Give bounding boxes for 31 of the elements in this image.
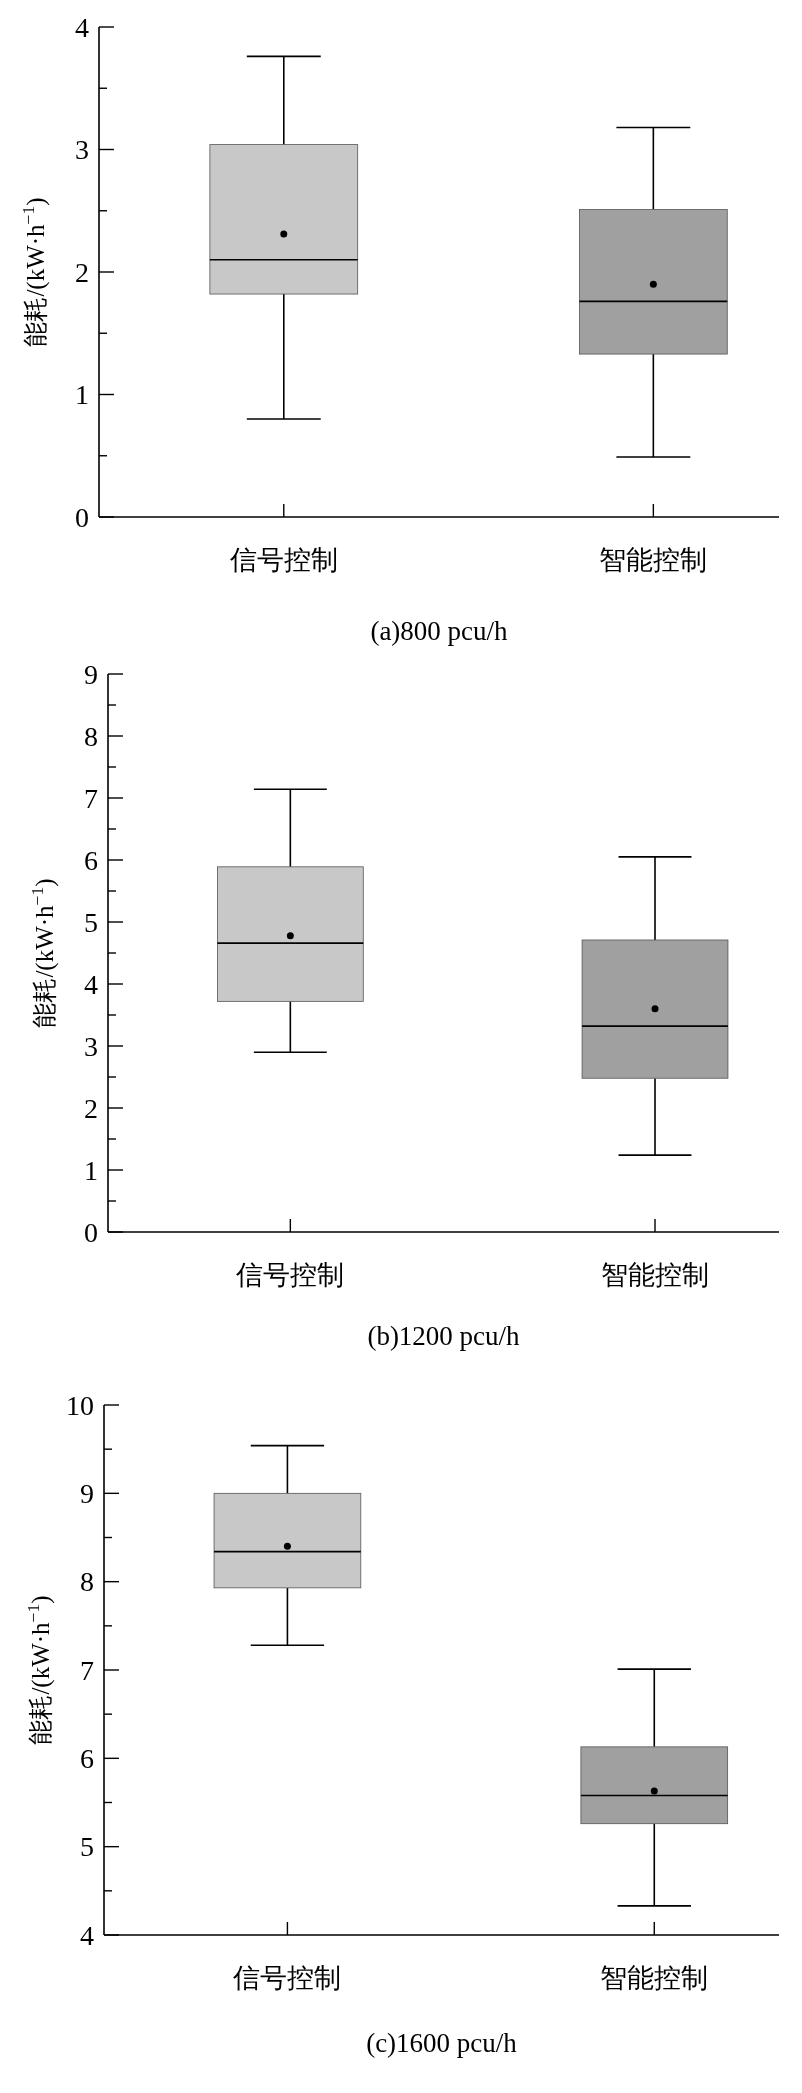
text: (b)1200 pcu/h	[367, 1321, 521, 1351]
x-tick-label: 信号控制	[229, 544, 338, 575]
y-tick-label: 4	[75, 11, 89, 43]
x-tick-label: 信号控制	[233, 1962, 342, 1993]
y-tick-label: 2	[75, 256, 89, 288]
y-tick-label: 5	[84, 906, 98, 938]
x-tick-label: 智能控制	[600, 1962, 709, 1993]
y-tick-label: 1	[84, 1154, 98, 1186]
text: (a)800 pcu/h	[370, 616, 509, 646]
y-tick-label: 5	[80, 1831, 94, 1863]
y-tick-label: 7	[84, 782, 98, 814]
y-tick-label: 3	[84, 1030, 98, 1062]
y-tick-label: 8	[80, 1566, 94, 1598]
x-tick-label: 智能控制	[601, 1259, 710, 1290]
y-tick-label: 6	[84, 844, 98, 876]
y-tick-label: 10	[66, 1389, 94, 1421]
y-tick-label: 4	[80, 1919, 94, 1951]
y-tick-label: 0	[84, 1216, 98, 1248]
y-tick-label: 0	[75, 501, 89, 533]
x-tick-label: 智能控制	[599, 544, 708, 575]
x-tick-label: 信号控制	[236, 1259, 345, 1290]
y-tick-label: 2	[84, 1092, 98, 1124]
y-tick-label: 8	[84, 720, 98, 752]
y-tick-label: 9	[84, 658, 98, 690]
y-tick-label: 6	[80, 1742, 94, 1774]
text: (c)1600 pcu/h	[366, 2028, 518, 2058]
y-tick-label: 3	[75, 134, 89, 165]
y-tick-label: 9	[80, 1477, 94, 1509]
y-tick-label: 1	[75, 379, 89, 410]
y-tick-label: 7	[80, 1654, 94, 1686]
y-tick-label: 4	[84, 968, 98, 1000]
